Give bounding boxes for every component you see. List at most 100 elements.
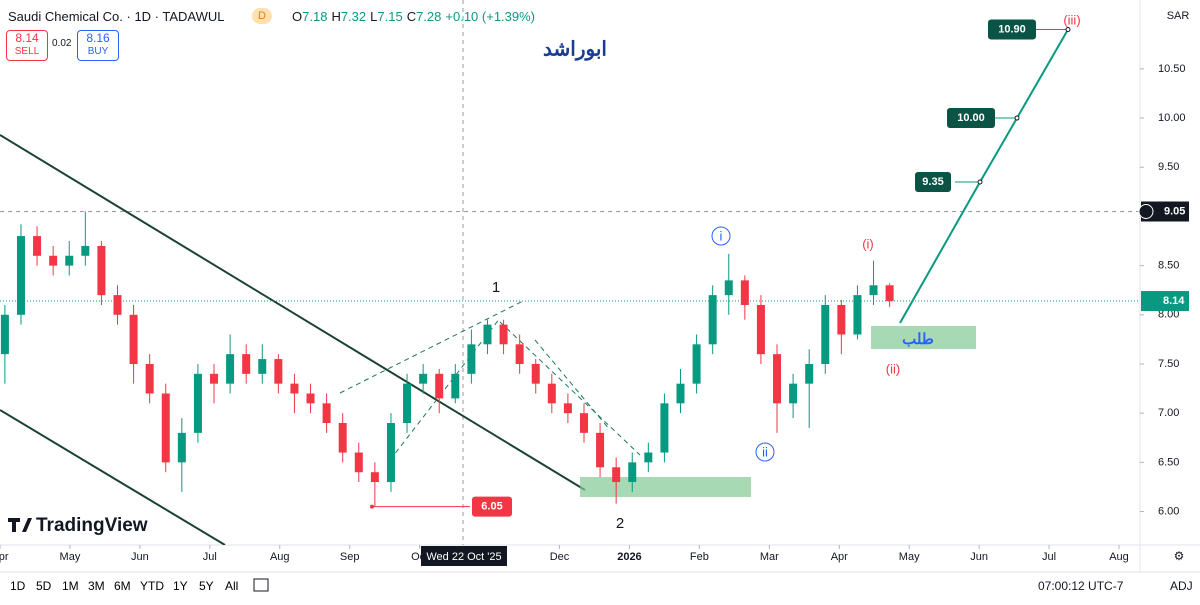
range-button[interactable]: 1Y — [173, 579, 188, 593]
x-tick-label: Aug — [1109, 551, 1129, 563]
candle-body — [563, 403, 572, 414]
candle-body — [756, 304, 765, 355]
x-tick-label: May — [899, 551, 920, 563]
target-label: 10.90 — [998, 23, 1026, 35]
range-button[interactable]: 3M — [88, 579, 105, 593]
candle-body — [113, 295, 122, 315]
candle-body — [628, 462, 637, 483]
candle-body — [821, 304, 830, 364]
candle-body — [97, 245, 106, 296]
candle-body — [306, 393, 315, 404]
candle-body — [403, 383, 412, 424]
range-button[interactable]: 1M — [62, 579, 79, 593]
candle-body — [33, 236, 42, 256]
wave-circle — [711, 226, 731, 246]
candle-body — [129, 314, 138, 364]
watermark: ابوراشد — [543, 38, 607, 61]
compare-icon — [253, 578, 269, 592]
range-button[interactable]: YTD — [140, 579, 164, 593]
candle-body — [386, 423, 395, 483]
target-dot — [977, 179, 983, 185]
y-tick-label: 10.50 — [1158, 63, 1186, 75]
y-tick-label: 9.50 — [1158, 161, 1179, 173]
candle-body — [805, 363, 814, 384]
buy-button[interactable]: 8.16 BUY — [77, 30, 119, 61]
range-button[interactable]: 6M — [114, 579, 131, 593]
range-button[interactable]: 5D — [36, 579, 52, 593]
crosshair-plus — [1138, 204, 1154, 220]
low-dot — [370, 504, 374, 509]
candle-body — [193, 373, 202, 433]
candle-body — [869, 285, 878, 296]
ohlc-key: H — [331, 9, 341, 24]
range-button[interactable]: 5Y — [199, 579, 214, 593]
demand-zone — [871, 326, 976, 349]
candle-body — [226, 354, 235, 384]
candle-body — [531, 363, 540, 384]
candle-body — [49, 255, 58, 266]
projection — [899, 29, 1069, 324]
buy-label: BUY — [87, 46, 109, 57]
logo-icon — [8, 518, 32, 532]
y-tick-label: 8.00 — [1158, 309, 1179, 321]
low-label-bg — [472, 496, 512, 517]
range-button[interactable]: 1D — [10, 579, 26, 593]
x-tick-label: Feb — [690, 551, 709, 563]
low-label: 6.05 — [481, 501, 502, 513]
x-tick-label: Jul — [1042, 551, 1056, 563]
clock: 07:00:12 UTC-7 — [1038, 579, 1124, 593]
x-tick-label: Aug — [270, 551, 290, 563]
wave-label: i — [720, 228, 723, 243]
candle-body — [258, 359, 267, 374]
x-tick-label: Sep — [340, 551, 360, 563]
last-price-bg — [1141, 291, 1189, 312]
candle-body — [853, 295, 862, 335]
candle-body — [338, 423, 347, 453]
candle-body — [290, 383, 299, 394]
wave-circle — [755, 442, 775, 462]
target-label: 10.00 — [957, 112, 985, 124]
candle-body — [467, 344, 476, 374]
x-tick-label: Jun — [131, 551, 149, 563]
candle-body — [81, 245, 90, 256]
candle-body — [644, 452, 653, 463]
candle-body — [65, 255, 74, 266]
wave-label: 2 — [616, 515, 624, 532]
y-tick-label: 10.00 — [1158, 112, 1186, 124]
x-tick-label: Jun — [970, 551, 988, 563]
candle-body — [242, 354, 251, 374]
ohlc-value: 7.15 — [377, 9, 403, 24]
candle-body — [579, 413, 588, 433]
target-bg — [947, 108, 995, 129]
settings-icon[interactable]: ⚙ — [1174, 549, 1185, 563]
ohlc: O7.18 H7.32 L7.15 C7.28 +0.10 (+1.39%) — [292, 9, 535, 24]
crosshair-price: 9.05 — [1164, 205, 1185, 217]
candle-body — [547, 383, 556, 404]
y-tick-label: 8.50 — [1158, 260, 1179, 272]
adj[interactable]: ADJ — [1170, 579, 1193, 593]
x-tick-label: Apr — [0, 551, 9, 563]
sell-price: 8.14 — [15, 31, 39, 45]
channel-line — [0, 409, 226, 545]
ohlc-value: 7.28 — [416, 9, 442, 24]
x-tick-label: Jul — [203, 551, 217, 563]
target-bg — [988, 19, 1036, 40]
candle-body — [773, 354, 782, 404]
sell-button[interactable]: 8.14 SELL — [6, 30, 48, 61]
x-tick-label: 2026 — [617, 551, 641, 563]
candle-body — [0, 314, 9, 355]
candle-body — [322, 403, 331, 424]
badge: D — [252, 8, 272, 24]
crosshair-date-bg — [421, 546, 507, 566]
candle-body — [789, 383, 798, 404]
demand-zone — [580, 477, 751, 497]
ohlc-value: 7.18 — [302, 9, 328, 24]
change: +0.10 (+1.39%) — [445, 9, 536, 24]
range-button[interactable]: All — [225, 579, 239, 593]
logo: TradingView — [36, 515, 148, 536]
buy-price: 8.16 — [86, 31, 110, 45]
down-upper — [499, 321, 641, 456]
wedge-upper — [339, 299, 526, 394]
zone-label: طلب — [902, 331, 934, 348]
